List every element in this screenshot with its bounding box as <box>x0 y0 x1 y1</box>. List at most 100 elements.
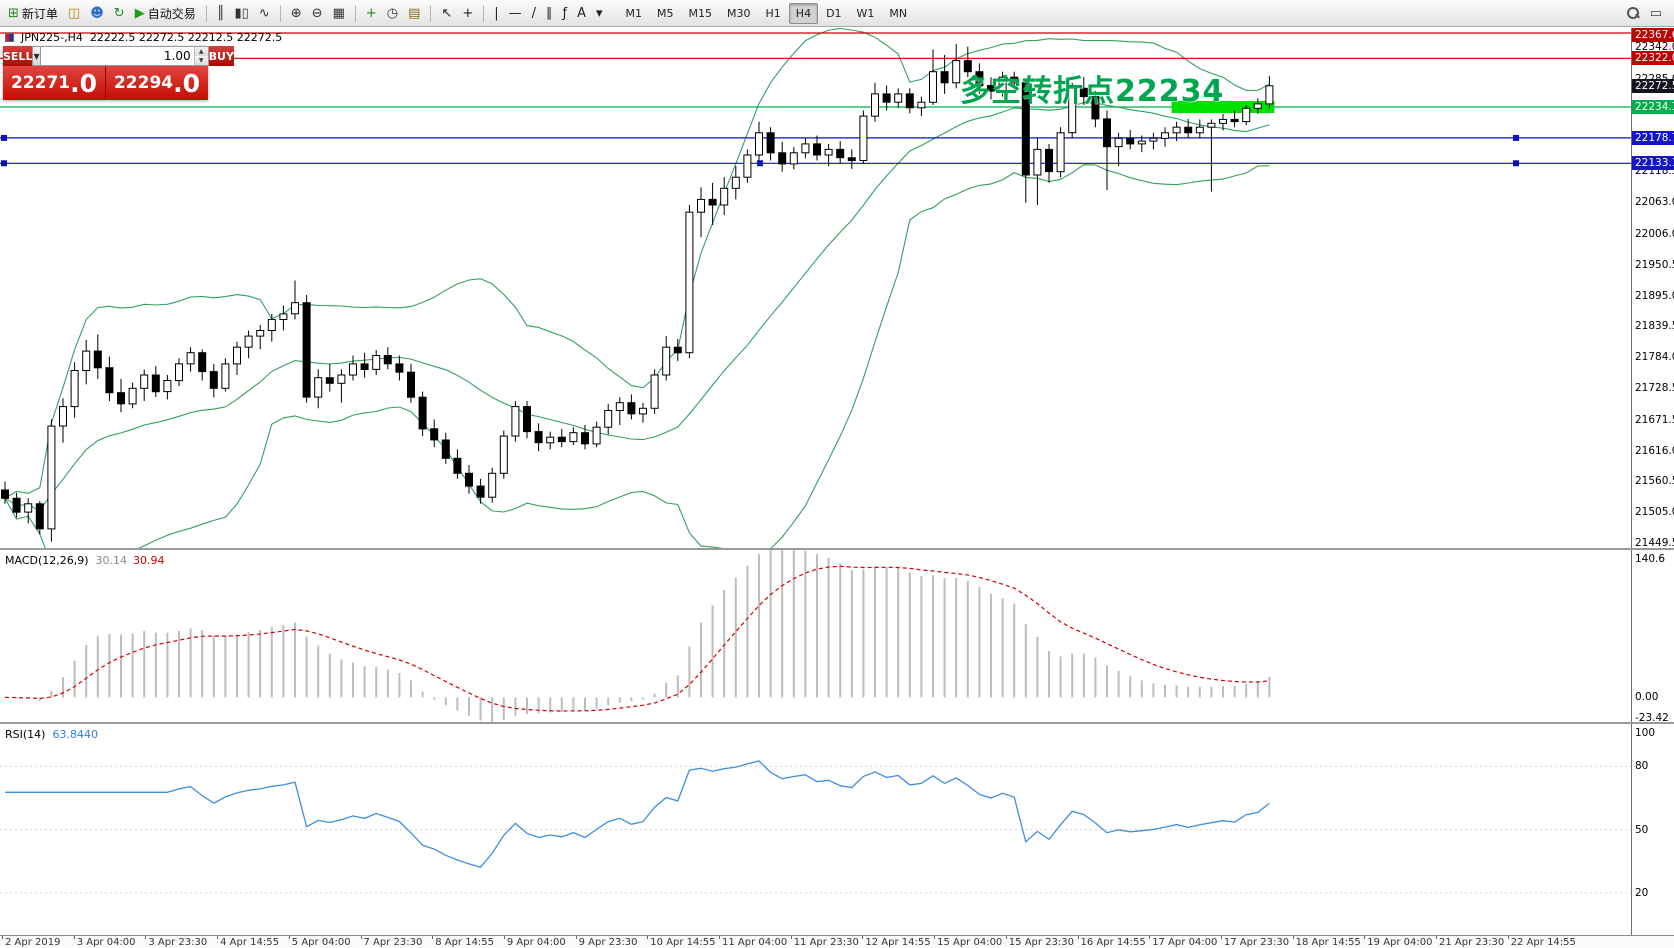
timeframe-m30-button[interactable]: M30 <box>727 6 751 20</box>
lot-size-input[interactable] <box>40 47 194 65</box>
line-chart-icon: ∿ <box>258 5 270 21</box>
price-axis-label: 21950.5 <box>1632 257 1674 272</box>
timeframe-h1-button[interactable]: H1 <box>765 6 781 20</box>
timeframe-d1-button[interactable]: D1 <box>826 6 842 20</box>
crosshair-button[interactable]: + <box>458 5 477 22</box>
time-axis-label: 2 Apr 2019 <box>5 937 61 948</box>
lot-up-icon[interactable]: ▲ <box>194 47 208 56</box>
candle-chart-button[interactable]: ▮▯ <box>231 5 253 22</box>
timeframe-h4-button[interactable]: H4 <box>788 2 819 24</box>
time-axis-tick <box>647 936 649 939</box>
templates-button[interactable]: ▤ <box>404 5 424 22</box>
text-label-icon: A <box>577 5 586 21</box>
time-axis[interactable]: 2 Apr 2019 3 Apr 04:00 3 Apr 23:30 4 Apr 14… <box>0 935 1674 948</box>
profile-button[interactable]: ☻ <box>86 5 108 22</box>
fibonacci-icon: ƒ <box>562 5 568 21</box>
timeframe-m5-button[interactable]: M5 <box>657 6 674 20</box>
price-axis-label: 21895.0 <box>1632 288 1674 303</box>
timeframe-m15-button[interactable]: M15 <box>688 6 713 20</box>
indicators-button[interactable]: + <box>362 5 381 22</box>
price-axis-label: 22342.0 <box>1632 40 1674 55</box>
equidistant-channel-icon: ∥ <box>546 5 553 21</box>
chart-annotation-text[interactable]: 多空转折点22234 <box>960 74 1225 109</box>
timeframe-mn-button[interactable]: MN <box>889 6 908 20</box>
buy-price-button[interactable]: 22294.0 <box>106 66 208 100</box>
zoom-out-button[interactable]: ⊖ <box>308 5 327 22</box>
chart-window-button[interactable]: ◫ <box>64 5 84 22</box>
time-axis-tick <box>503 936 505 939</box>
toolbar-separator <box>430 4 432 22</box>
text-label-button[interactable]: A <box>573 5 590 22</box>
time-axis-label: 5 Apr 04:00 <box>291 937 351 948</box>
line-chart-button[interactable]: ∿ <box>255 5 274 22</box>
time-axis-tick <box>145 936 147 939</box>
rsi-axis-label: 20 <box>1632 885 1674 900</box>
rsi-panel-splitter[interactable] <box>0 722 1674 724</box>
buy-price-frac: .0 <box>173 68 201 98</box>
sell-price-frac: .0 <box>70 68 98 98</box>
time-axis-tick <box>1436 936 1437 939</box>
search-icon[interactable] <box>1626 6 1640 20</box>
vertical-line-icon: | <box>494 5 499 21</box>
time-axis-label: 9 Apr 23:30 <box>578 937 638 948</box>
timeframe-m1-button[interactable]: M1 <box>625 6 643 20</box>
tile-windows-button[interactable]: ▦ <box>329 5 349 22</box>
toolbar-separator <box>205 4 207 22</box>
time-axis-tick <box>2 936 3 939</box>
timeframe-w1-button[interactable]: W1 <box>856 6 875 20</box>
time-axis-label: 4 Apr 14:55 <box>220 937 279 948</box>
trendline-button[interactable]: / <box>528 5 540 22</box>
time-axis-tick <box>217 936 219 939</box>
time-axis-label: 22 Apr 14:55 <box>1510 937 1576 948</box>
time-axis-label: 8 Apr 14:55 <box>435 937 495 948</box>
rsi-header: RSI(14) 63.8440 <box>5 728 98 741</box>
arrow-objects-icon: ▾ <box>595 5 603 21</box>
rsi-axis-label: 100 <box>1632 726 1674 740</box>
buy-button[interactable]: BUY <box>208 46 234 66</box>
vertical-line-button[interactable]: | <box>490 5 502 22</box>
rsi-canvas[interactable] <box>0 724 1631 935</box>
horizontal-line-button[interactable]: — <box>505 5 526 22</box>
price-axis-label: 21505.0 <box>1632 505 1674 520</box>
price-axis[interactable]: 22342.022285.022118.522063.022006.021950… <box>1631 28 1674 935</box>
current-price-label: 22272.5 <box>1632 78 1674 93</box>
price-axis-label: 21784.0 <box>1632 350 1674 365</box>
sell-price-button[interactable]: 22271.0 <box>3 66 105 100</box>
lot-dropdown-button[interactable]: ▼ <box>32 46 41 66</box>
indicators-icon: + <box>365 5 377 21</box>
cursor-icon: ↖ <box>441 5 453 21</box>
refresh-button[interactable]: ↻ <box>110 5 129 22</box>
macd-canvas[interactable] <box>0 550 1631 722</box>
time-axis-label: 15 Apr 23:30 <box>1008 937 1074 948</box>
blue-line-price-label: 22178.7 <box>1632 130 1674 145</box>
price-axis-label: 21839.5 <box>1632 319 1674 334</box>
ohlc-values-label: 22222.5 22272.5 22212.5 22272.5 <box>89 31 283 44</box>
macd-panel-splitter[interactable] <box>0 548 1674 550</box>
fibonacci-button[interactable]: ƒ <box>559 5 572 22</box>
window-list-icon[interactable]: ▭ <box>1649 5 1662 21</box>
macd-axis-label: -23.42 <box>1632 711 1674 725</box>
lot-down-icon[interactable]: ▼ <box>194 56 208 65</box>
time-axis-tick <box>1220 936 1222 939</box>
price-axis-label: 21560.5 <box>1632 474 1674 489</box>
main-chart-canvas[interactable] <box>0 28 1631 548</box>
time-axis-label: 17 Apr 04:00 <box>1152 937 1218 948</box>
lot-stepper[interactable]: ▲ ▼ <box>193 47 208 65</box>
periods-icon: ◷ <box>386 5 399 21</box>
autotrading-button[interactable]: ▶ 自动交易 <box>131 3 200 24</box>
new-order-button[interactable]: ⊞ 新订单 <box>4 3 62 24</box>
rsi-axis-label: 80 <box>1632 759 1674 774</box>
time-axis-tick <box>934 936 936 939</box>
bar-chart-button[interactable]: ║ <box>213 5 229 22</box>
time-axis-tick <box>575 936 577 939</box>
cursor-button[interactable]: ↖ <box>437 5 456 22</box>
periods-button[interactable]: ◷ <box>383 5 402 22</box>
zoom-out-icon: ⊖ <box>311 5 323 21</box>
arrow-objects-button[interactable]: ▾ <box>592 5 607 22</box>
toolbar-right-group: ▭ <box>1626 6 1670 20</box>
toolbar-separator <box>483 4 485 22</box>
equidistant-channel-button[interactable]: ∥ <box>542 5 557 22</box>
zoom-in-button[interactable]: ⊕ <box>287 5 306 22</box>
sell-button[interactable]: SELL <box>3 46 33 66</box>
